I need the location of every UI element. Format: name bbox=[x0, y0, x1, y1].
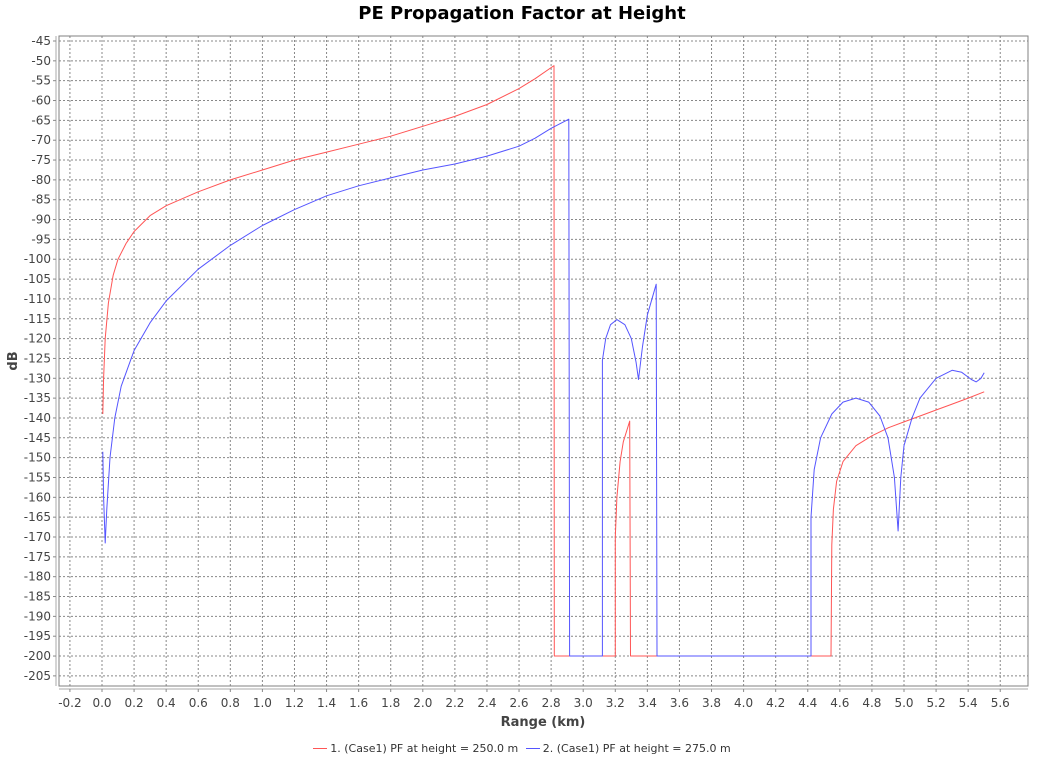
y-tick-label: -95 bbox=[31, 232, 51, 246]
y-tick-label: -130 bbox=[24, 371, 51, 385]
x-tick-label: 1.2 bbox=[285, 696, 304, 710]
x-tick-label: 4.0 bbox=[734, 696, 753, 710]
x-tick-label: 5.6 bbox=[991, 696, 1010, 710]
legend: 1. (Case1) PF at height = 250.0 m 2. (Ca… bbox=[0, 739, 1044, 755]
grid-lines bbox=[59, 36, 1028, 686]
x-axis-ticks: -0.2 0.0 0.2 0.4 0.6 0.8 1.0 1.2 1.4 1.6 1.8 2.0 2.2… bbox=[58, 689, 1010, 710]
y-tick-label: -55 bbox=[31, 74, 51, 88]
x-tick-label: 0.6 bbox=[189, 696, 208, 710]
y-tick-label: -120 bbox=[24, 332, 51, 346]
y-tick-label: -135 bbox=[24, 391, 51, 405]
y-tick-label: -145 bbox=[24, 431, 51, 445]
x-tick-label: 1.6 bbox=[349, 696, 368, 710]
x-tick-label: 3.6 bbox=[670, 696, 689, 710]
x-tick-label: 3.4 bbox=[638, 696, 657, 710]
x-tick-label: 3.2 bbox=[606, 696, 625, 710]
y-tick-label: -195 bbox=[24, 629, 51, 643]
y-tick-label: -65 bbox=[31, 113, 51, 127]
y-tick-label: -115 bbox=[24, 312, 51, 326]
y-axis-ticks: -45 -50 -55 -60 -65 -70 -75 -80 -85 -90 -95 -100 -10… bbox=[24, 34, 56, 683]
y-tick-label: -105 bbox=[24, 272, 51, 286]
y-tick-label: -85 bbox=[31, 193, 51, 207]
y-tick-label: -140 bbox=[24, 411, 51, 425]
y-tick-label: -90 bbox=[31, 213, 51, 227]
y-tick-label: -150 bbox=[24, 451, 51, 465]
y-tick-label: -125 bbox=[24, 351, 51, 365]
x-tick-label: 0.4 bbox=[157, 696, 176, 710]
y-tick-label: -185 bbox=[24, 590, 51, 604]
series-line-2 bbox=[102, 118, 985, 657]
x-tick-label: 3.0 bbox=[574, 696, 593, 710]
y-tick-label: -165 bbox=[24, 510, 51, 524]
series-lines bbox=[102, 65, 985, 657]
x-tick-label: 0.8 bbox=[221, 696, 240, 710]
x-tick-label: 1.8 bbox=[381, 696, 400, 710]
x-tick-label: -0.2 bbox=[58, 696, 81, 710]
x-tick-label: 4.4 bbox=[798, 696, 817, 710]
y-tick-label: -100 bbox=[24, 252, 51, 266]
x-tick-label: 2.6 bbox=[509, 696, 528, 710]
legend-label: 1. (Case1) PF at height = 250.0 m bbox=[330, 742, 519, 755]
plot-border bbox=[58, 35, 1029, 687]
y-axis-label: dB bbox=[6, 351, 21, 370]
y-tick-label: -180 bbox=[24, 570, 51, 584]
y-tick-label: -175 bbox=[24, 550, 51, 564]
y-tick-label: -70 bbox=[31, 133, 51, 147]
x-tick-label: 0.2 bbox=[125, 696, 144, 710]
x-tick-label: 0.0 bbox=[92, 696, 111, 710]
y-tick-label: -45 bbox=[31, 34, 51, 48]
x-tick-label: 4.8 bbox=[862, 696, 881, 710]
legend-swatch-blue bbox=[525, 748, 540, 749]
x-tick-label: 2.0 bbox=[413, 696, 432, 710]
x-tick-label: 5.4 bbox=[959, 696, 978, 710]
x-tick-label: 2.8 bbox=[542, 696, 561, 710]
x-tick-label: 2.4 bbox=[477, 696, 496, 710]
y-tick-label: -80 bbox=[31, 173, 51, 187]
x-tick-label: 4.2 bbox=[766, 696, 785, 710]
y-tick-label: -155 bbox=[24, 470, 51, 484]
legend-item-series-1[interactable]: 1. (Case1) PF at height = 250.0 m bbox=[313, 742, 518, 755]
x-tick-label: 3.8 bbox=[702, 696, 721, 710]
y-tick-label: -160 bbox=[24, 490, 51, 504]
x-tick-label: 2.2 bbox=[445, 696, 464, 710]
x-axis-label: Range (km) bbox=[501, 715, 586, 730]
y-tick-label: -205 bbox=[24, 669, 51, 683]
y-tick-label: -60 bbox=[31, 94, 51, 108]
y-tick-label: -75 bbox=[31, 153, 51, 167]
chart-title: PE Propagation Factor at Height bbox=[358, 3, 686, 24]
legend-item-series-2[interactable]: 2. (Case1) PF at height = 275.0 m bbox=[525, 742, 731, 755]
x-tick-label: 5.0 bbox=[894, 696, 913, 710]
x-tick-label: 5.2 bbox=[927, 696, 946, 710]
legend-swatch-red bbox=[313, 748, 328, 749]
legend-label: 2. (Case1) PF at height = 275.0 m bbox=[542, 742, 731, 755]
x-tick-label: 1.0 bbox=[253, 696, 272, 710]
y-tick-label: -110 bbox=[24, 292, 51, 306]
y-tick-label: -50 bbox=[31, 54, 51, 68]
x-tick-label: 4.6 bbox=[830, 696, 849, 710]
series-line-1 bbox=[102, 65, 985, 657]
x-tick-label: 1.4 bbox=[317, 696, 336, 710]
y-tick-label: -190 bbox=[24, 609, 51, 623]
y-tick-label: -170 bbox=[24, 530, 51, 544]
y-tick-label: -200 bbox=[24, 649, 51, 663]
